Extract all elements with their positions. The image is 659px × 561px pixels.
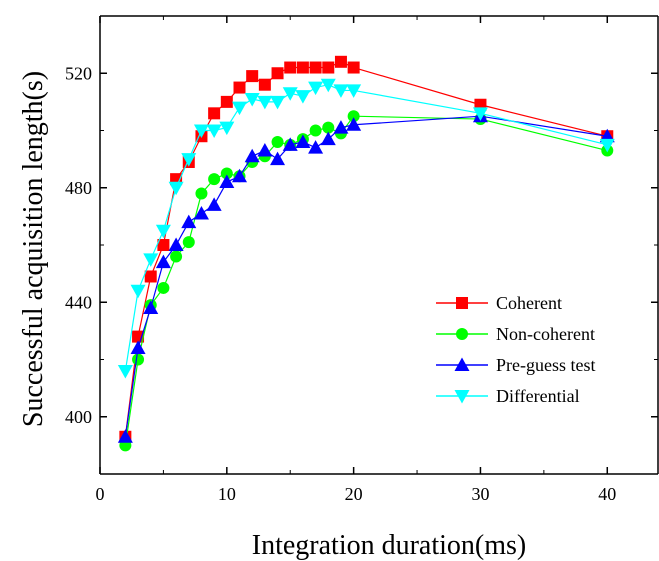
data-point: [170, 250, 182, 262]
data-point: [257, 96, 272, 110]
data-point: [232, 102, 247, 116]
data-point: [207, 125, 222, 139]
data-point: [169, 182, 184, 196]
legend-item: Coherent: [436, 293, 562, 313]
data-point: [183, 236, 195, 248]
data-point: [208, 173, 220, 185]
data-point: [221, 96, 233, 108]
data-point: [297, 62, 309, 74]
legend-label: Coherent: [496, 293, 562, 313]
x-tick-label: 0: [96, 484, 105, 504]
x-tick-label: 10: [218, 484, 236, 504]
data-point: [272, 136, 284, 148]
data-point: [132, 354, 144, 366]
x-tick-label: 20: [345, 484, 363, 504]
series-line: [125, 62, 607, 437]
y-tick-label: 440: [65, 292, 92, 312]
series-coherent: [119, 56, 613, 443]
data-point: [272, 67, 284, 79]
legend-swatch-marker: [456, 297, 468, 309]
y-tick-label: 400: [65, 407, 92, 427]
data-point: [322, 62, 334, 74]
data-point: [310, 125, 322, 137]
y-tick-label: 520: [65, 63, 92, 83]
x-tick-label: 30: [471, 484, 489, 504]
y-tick-label: 480: [65, 178, 92, 198]
data-point: [118, 365, 133, 379]
data-point: [333, 84, 348, 98]
data-point: [308, 82, 323, 96]
data-point: [335, 56, 347, 68]
data-point: [270, 96, 285, 110]
data-point: [284, 62, 296, 74]
data-point: [219, 175, 234, 189]
data-point: [246, 70, 258, 82]
data-point: [157, 282, 169, 294]
data-point: [156, 225, 171, 239]
legend-item: Differential: [436, 386, 580, 406]
data-point: [234, 82, 246, 94]
data-point: [169, 238, 184, 252]
data-point: [295, 90, 310, 104]
legend: Coherent Non-coherent Pre-guess test Differ…: [436, 293, 595, 406]
data-point: [245, 149, 260, 163]
data-point: [259, 79, 271, 91]
legend-label: Differential: [496, 386, 580, 406]
legend-item: Pre-guess test: [436, 355, 595, 375]
data-point: [195, 187, 207, 199]
legend-swatch-marker: [456, 328, 468, 340]
legend-label: Pre-guess test: [496, 355, 595, 375]
x-axis-label: Integration duration(ms): [252, 530, 526, 561]
data-point: [131, 285, 146, 299]
legend-label: Non-coherent: [496, 324, 595, 344]
data-point: [308, 140, 323, 154]
data-point: [207, 197, 222, 211]
x-tick-label: 40: [598, 484, 616, 504]
y-axis-label: Successful acquisition length(s): [18, 71, 49, 427]
data-point: [208, 107, 220, 119]
data-point: [310, 62, 322, 74]
data-point: [348, 62, 360, 74]
data-point: [145, 270, 157, 282]
legend-item: Non-coherent: [436, 324, 595, 344]
